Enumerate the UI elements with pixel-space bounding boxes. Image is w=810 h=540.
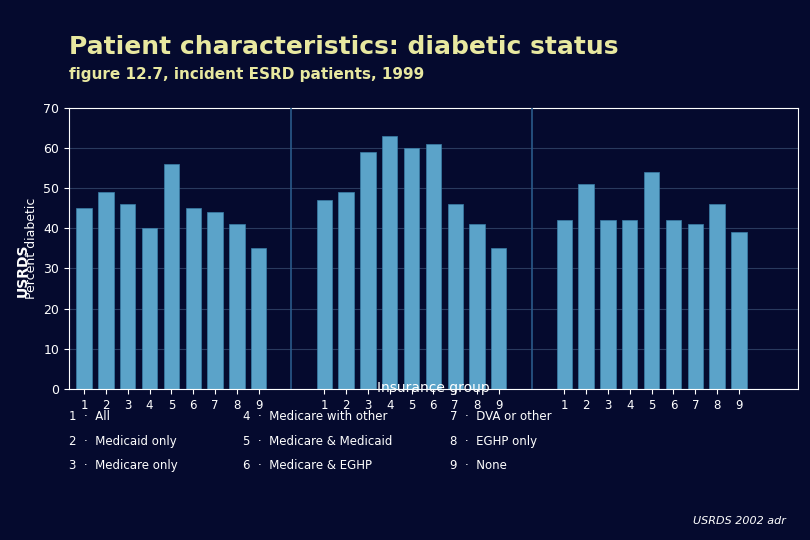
Bar	[426, 144, 441, 389]
Text: Patient characteristics: diabetic status: Patient characteristics: diabetic status	[69, 35, 618, 59]
Bar	[339, 192, 354, 389]
Text: USRDS 2002 adr: USRDS 2002 adr	[693, 516, 786, 526]
Bar	[251, 248, 266, 389]
Bar	[317, 200, 332, 389]
Bar	[185, 208, 201, 389]
Text: 3  ·  Medicare only: 3 · Medicare only	[69, 459, 177, 472]
Text: USRDS: USRDS	[15, 243, 29, 297]
Bar	[404, 148, 419, 389]
Bar	[164, 164, 179, 389]
Bar	[491, 248, 506, 389]
Bar	[448, 204, 463, 389]
Bar	[578, 184, 594, 389]
Bar	[710, 204, 725, 389]
Bar	[229, 224, 245, 389]
Bar	[622, 220, 637, 389]
Bar	[142, 228, 157, 389]
Text: 6  ·  Medicare & EGHP: 6 · Medicare & EGHP	[243, 459, 372, 472]
Bar	[600, 220, 616, 389]
Text: 9  ·  None: 9 · None	[450, 459, 506, 472]
Text: 2  ·  Medicaid only: 2 · Medicaid only	[69, 435, 177, 448]
Bar	[382, 136, 398, 389]
Bar	[666, 220, 681, 389]
Text: 8  ·  EGHP only: 8 · EGHP only	[450, 435, 537, 448]
Bar	[207, 212, 223, 389]
Bar	[76, 208, 92, 389]
Text: figure 12.7, incident ESRD patients, 1999: figure 12.7, incident ESRD patients, 199…	[69, 68, 424, 83]
Bar	[98, 192, 113, 389]
Bar	[731, 232, 747, 389]
Bar	[120, 204, 135, 389]
Text: Insurance group: Insurance group	[377, 381, 490, 395]
Text: 7  ·  DVA or other: 7 · DVA or other	[450, 410, 551, 423]
Text: 4  ·  Medicare with other: 4 · Medicare with other	[243, 410, 387, 423]
Text: 5  ·  Medicare & Medicaid: 5 · Medicare & Medicaid	[243, 435, 392, 448]
Y-axis label: Percent diabetic: Percent diabetic	[24, 198, 37, 299]
Bar	[688, 224, 703, 389]
Bar	[469, 224, 484, 389]
Text: 1  ·  All: 1 · All	[69, 410, 110, 423]
Bar	[556, 220, 572, 389]
Bar	[360, 152, 376, 389]
Bar	[644, 172, 659, 389]
